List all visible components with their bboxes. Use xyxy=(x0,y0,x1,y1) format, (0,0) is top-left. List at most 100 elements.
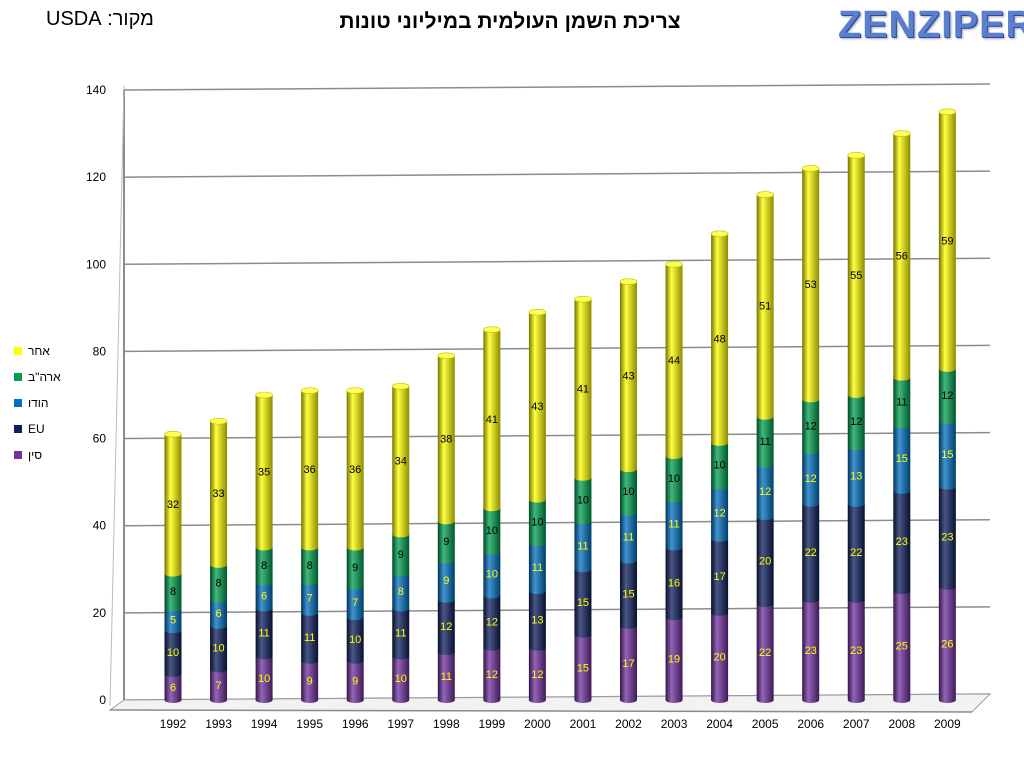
x-tick-label: 2002 xyxy=(615,717,642,731)
legend-label: ארה"ב xyxy=(28,370,61,384)
bar-segment xyxy=(711,233,729,446)
legend-label: הודו xyxy=(28,396,49,410)
bar-segment xyxy=(574,634,592,703)
bar-segment xyxy=(847,447,865,507)
data-label: 20 xyxy=(713,651,725,663)
bar-top-cap xyxy=(892,130,911,137)
data-label: 8 xyxy=(398,586,404,598)
bar-segment xyxy=(847,155,865,398)
bar-segment xyxy=(893,490,911,595)
data-label: 36 xyxy=(304,464,316,476)
data-label: 22 xyxy=(850,547,862,559)
gridline xyxy=(123,170,991,178)
bar-segment xyxy=(210,421,228,568)
bar-segment xyxy=(346,617,364,664)
data-label: 11 xyxy=(577,540,588,552)
bar-segment xyxy=(528,499,546,547)
bar-segment xyxy=(711,538,729,616)
bar-segment xyxy=(711,486,729,542)
data-label: 12 xyxy=(805,473,817,485)
data-label: 20 xyxy=(759,556,771,568)
data-label: 8 xyxy=(261,560,267,572)
x-tick-label: 1992 xyxy=(160,717,187,731)
data-label: 23 xyxy=(805,645,817,657)
x-tick-label: 2004 xyxy=(706,717,733,731)
bar-segment xyxy=(301,390,319,551)
bar-segment xyxy=(437,560,455,603)
data-label: 10 xyxy=(349,634,361,646)
x-tick-label: 2003 xyxy=(661,717,688,731)
data-label: 23 xyxy=(941,532,953,544)
legend-swatch xyxy=(14,425,22,433)
x-tick-label: 2000 xyxy=(524,717,551,731)
data-label: 25 xyxy=(896,641,908,653)
x-tick-label: 1997 xyxy=(387,717,414,731)
bar-segment xyxy=(938,586,956,703)
data-label: 17 xyxy=(622,658,634,670)
legend-item: EU xyxy=(14,416,61,442)
bar-segment xyxy=(847,503,865,603)
bar-top-cap xyxy=(437,352,456,360)
x-axis xyxy=(109,709,973,713)
chart-title: צריכת השמן העולמית במיליוני טונות xyxy=(339,10,681,33)
data-label: 10 xyxy=(395,673,407,685)
data-label: 9 xyxy=(352,675,358,687)
x-tick-label: 1995 xyxy=(296,717,323,731)
bar-top-cap xyxy=(801,165,820,172)
bar-top-cap xyxy=(847,152,866,159)
x-tick-label: 1998 xyxy=(433,717,460,731)
bar-segment xyxy=(346,586,364,621)
legend-swatch xyxy=(14,347,22,355)
legend-swatch xyxy=(14,451,22,459)
bar-segment xyxy=(711,442,729,490)
bar-segment xyxy=(756,517,774,608)
x-tick-label: 2001 xyxy=(570,717,597,731)
bar-segment xyxy=(392,573,410,612)
legend-item: סין xyxy=(14,442,61,468)
legend-item: אחר xyxy=(14,338,61,364)
data-label: 10 xyxy=(577,495,589,507)
bar-segment xyxy=(756,194,774,420)
x-tick-label: 1996 xyxy=(342,717,369,731)
source-label: מקור: USDA xyxy=(46,8,154,30)
bar-segment xyxy=(392,386,410,538)
data-label: 12 xyxy=(440,621,452,633)
data-label: 10 xyxy=(713,460,725,472)
bar-segment xyxy=(210,599,228,629)
data-label: 43 xyxy=(622,370,634,382)
bar-segment xyxy=(938,421,956,490)
bar-segment xyxy=(574,521,592,573)
bar-segment xyxy=(711,612,729,703)
bar-top-cap xyxy=(255,391,273,399)
data-label: 55 xyxy=(850,270,862,282)
x-tick-label: 1999 xyxy=(478,717,505,731)
bar-segment xyxy=(301,660,319,703)
bar-segment xyxy=(893,425,911,494)
bar-segment xyxy=(665,617,683,703)
data-label: 53 xyxy=(805,279,817,291)
bar-segment xyxy=(255,395,273,551)
bar-segment xyxy=(847,395,865,451)
data-label: 32 xyxy=(167,499,179,511)
bar-segment xyxy=(346,547,364,590)
bar-segment xyxy=(164,630,182,677)
data-label: 56 xyxy=(896,251,908,263)
data-label: 6 xyxy=(261,590,267,602)
bar-segment xyxy=(255,656,273,703)
data-label: 8 xyxy=(215,577,221,589)
data-label: 11 xyxy=(759,436,770,448)
bar-segment xyxy=(938,111,956,372)
bar-top-cap xyxy=(346,387,365,394)
data-label: 26 xyxy=(941,638,953,650)
x-tick-label: 2008 xyxy=(888,717,915,731)
bar-segment xyxy=(301,582,319,616)
data-label: 8 xyxy=(170,586,176,598)
bar-segment xyxy=(756,416,774,468)
legend-label: EU xyxy=(28,422,45,436)
bar-segment xyxy=(938,486,956,590)
bar-segment xyxy=(893,133,911,381)
bar-top-cap xyxy=(710,230,729,238)
bar-segment xyxy=(164,434,182,577)
bar-segment xyxy=(620,625,637,703)
data-label: 12 xyxy=(850,416,862,428)
